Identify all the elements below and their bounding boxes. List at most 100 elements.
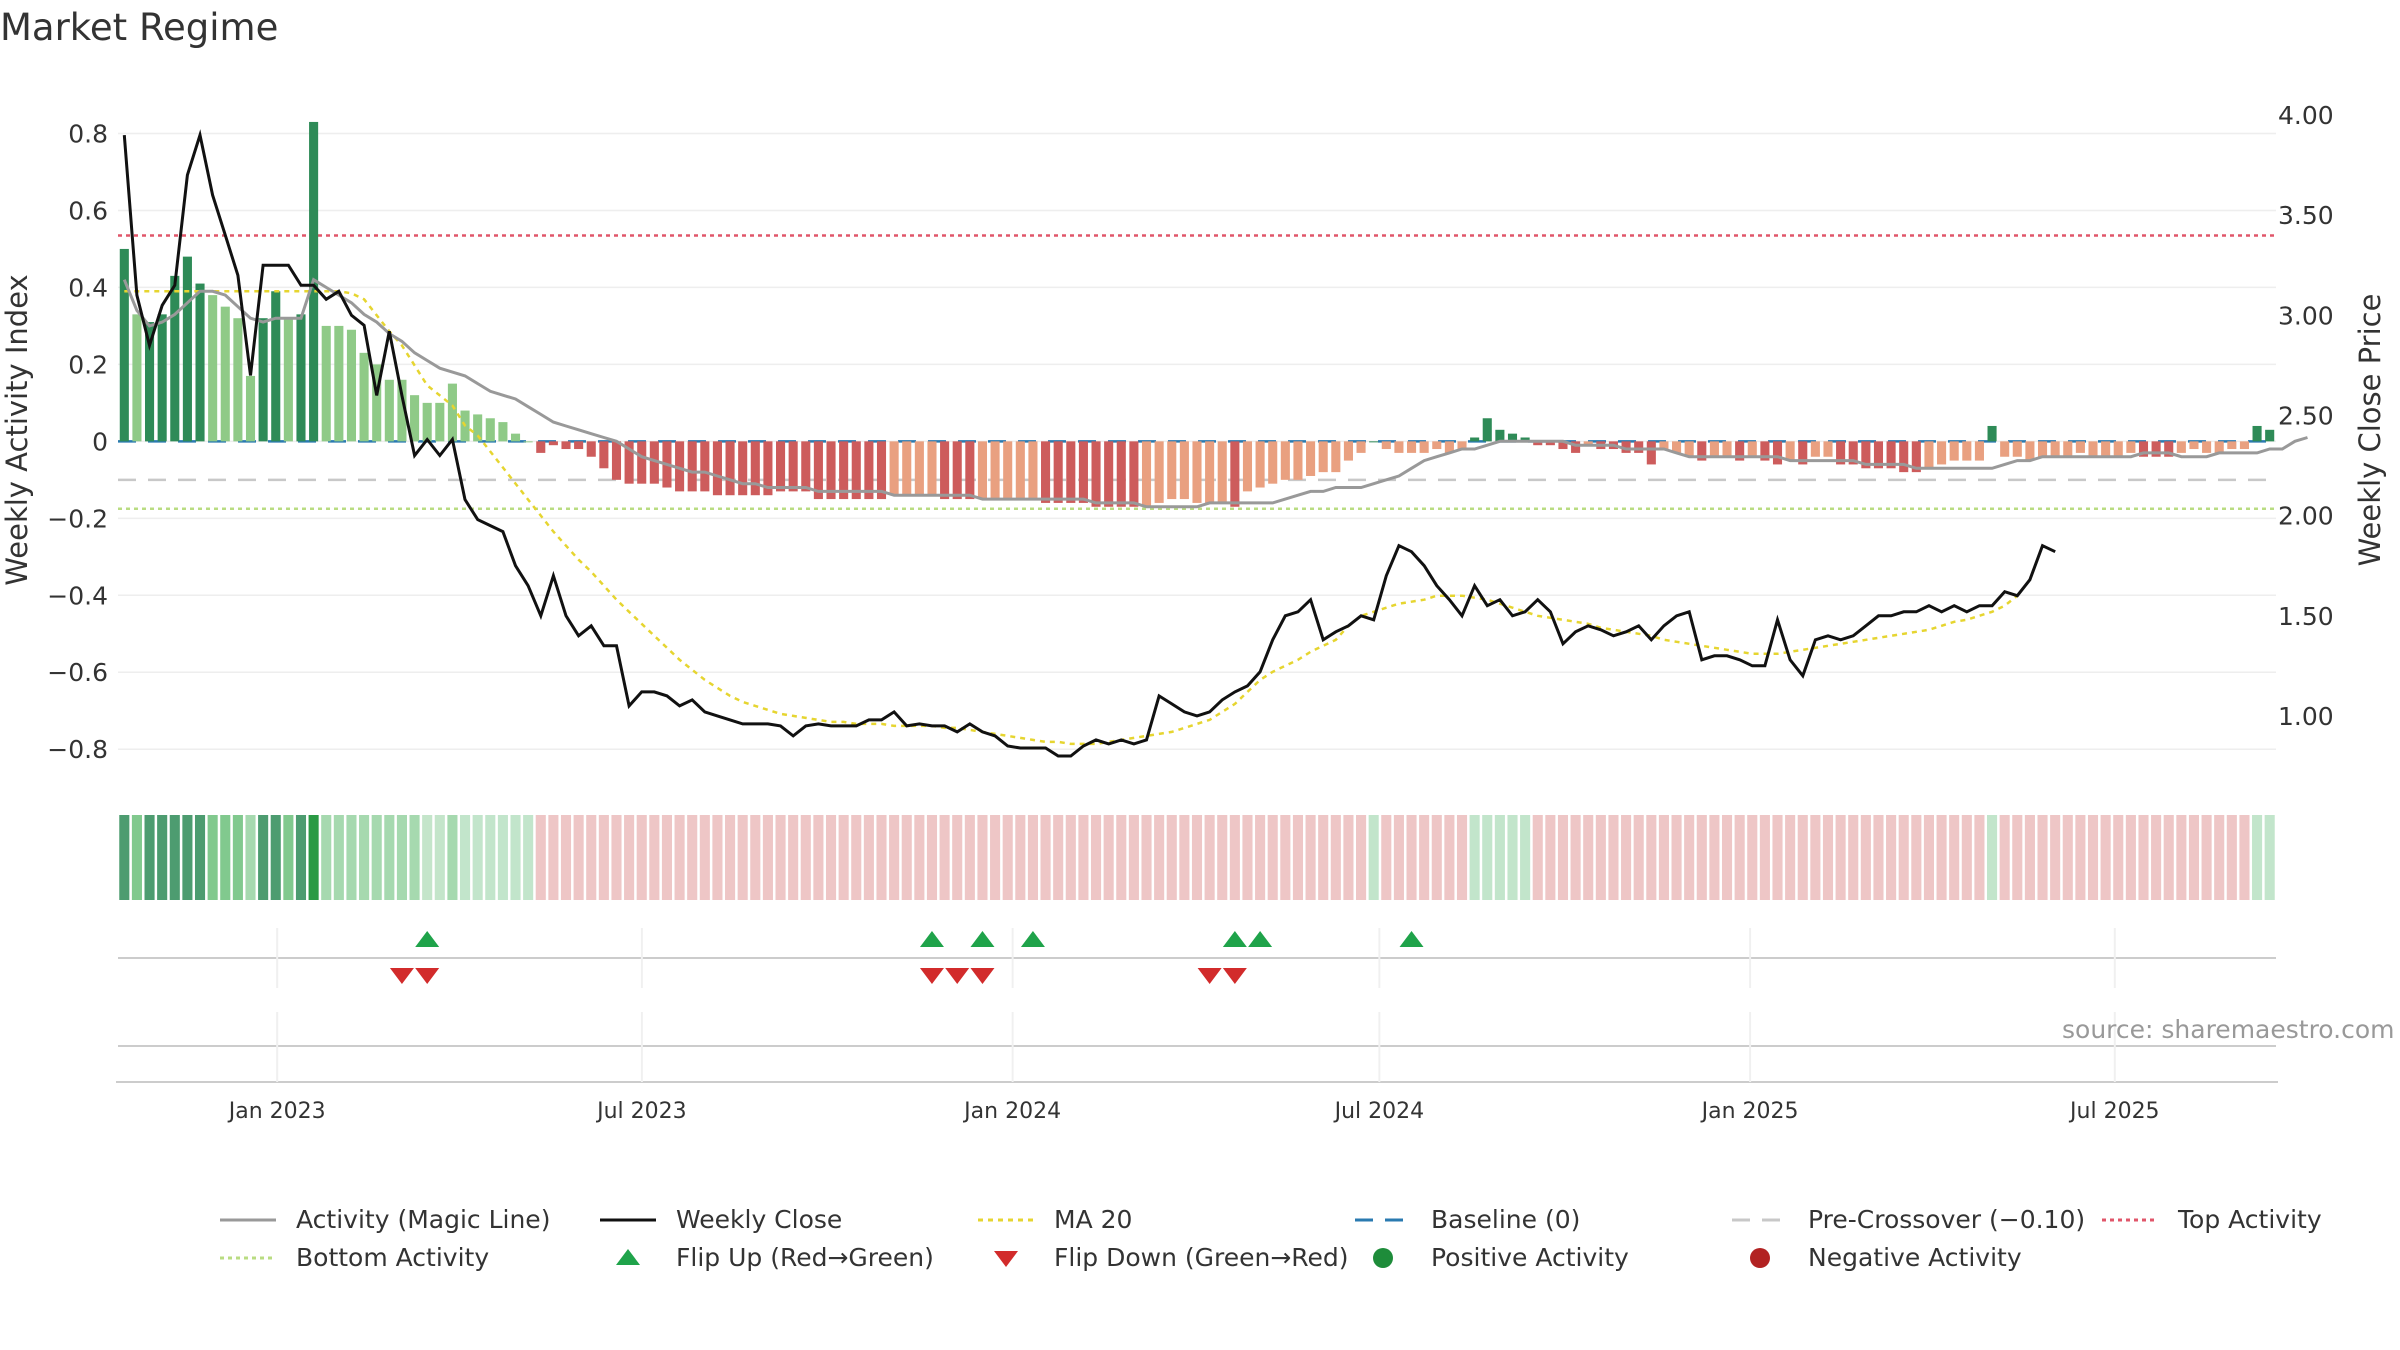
regime-cell (1759, 815, 1770, 900)
regime-cell (649, 815, 660, 900)
regime-cell (548, 815, 559, 900)
activity-bar (1444, 441, 1454, 453)
activity-bar (145, 322, 155, 442)
activity-bar (1684, 441, 1694, 457)
activity-bar (914, 441, 924, 496)
regime-cell (1431, 815, 1442, 900)
legend-item-bottom-activity[interactable]: Bottom Activity (218, 1243, 489, 1272)
regime-cell (2214, 815, 2225, 900)
activity-bar (1861, 441, 1871, 469)
activity-bar (864, 441, 874, 500)
legend-item-activity-line[interactable]: Activity (Magic Line) (218, 1205, 550, 1234)
regime-cell (472, 815, 483, 900)
regime-cell (914, 815, 925, 900)
triangle-up-icon (616, 1248, 640, 1265)
regime-cell (1305, 815, 1316, 900)
regime-cell (169, 815, 180, 900)
legend-item-positive-activity[interactable]: Positive Activity (1353, 1243, 1629, 1272)
activity-bar (839, 441, 849, 500)
regime-cell (1987, 815, 1998, 900)
regime-cell (1621, 815, 1632, 900)
flip-down-marker (1222, 968, 1247, 984)
regime-cell (321, 815, 332, 900)
regime-cell (2113, 815, 2124, 900)
legend-item-flip-up[interactable]: Flip Up (Red→Green) (598, 1243, 934, 1272)
activity-bar (1419, 441, 1429, 453)
x-axis: Jan 2023 Jul 2023 Jan 2024 Jul 2024 Jan 2025… (116, 928, 2278, 1124)
regime-cell (687, 815, 698, 900)
regime-cell (598, 815, 609, 900)
legend-item-flip-down[interactable]: Flip Down (Green→Red) (976, 1243, 1349, 1272)
y2-tick-label: 1.00 (2278, 702, 2334, 731)
activity-bar (2126, 441, 2136, 453)
regime-cell (1873, 815, 1884, 900)
activity-bar (1306, 441, 1316, 476)
activity-bar (1255, 441, 1265, 488)
regime-cell (2163, 815, 2174, 900)
legend-item-ma20[interactable]: MA 20 (976, 1205, 1132, 1234)
bottom-activity-legend-icon (220, 1256, 276, 1259)
regime-cell (245, 815, 256, 900)
activity-bar (1747, 441, 1757, 457)
legend-item-weekly-close[interactable]: Weekly Close (598, 1205, 842, 1234)
regime-cell (661, 815, 673, 900)
regime-cell (422, 815, 433, 900)
activity-bar (763, 441, 773, 496)
activity-bar (1823, 441, 1833, 457)
regime-cell (1545, 815, 1556, 900)
activity-bar (2227, 441, 2237, 450)
legend-item-negative-activity[interactable]: Negative Activity (1730, 1243, 2022, 1272)
legend-item-top-activity[interactable]: Top Activity (2100, 1205, 2322, 1234)
activity-bar (536, 441, 546, 453)
regime-cell (813, 815, 824, 900)
activity-bar (1003, 441, 1013, 500)
regime-cell (1330, 815, 1341, 900)
activity-bar (1899, 441, 1909, 473)
regime-cell (2151, 815, 2162, 900)
activity-bar (170, 275, 180, 442)
activity-bar (1810, 441, 1820, 457)
regime-cell (1974, 815, 1985, 900)
activity-bar (561, 441, 571, 450)
regime-cell (194, 815, 206, 900)
activity-bar (2037, 441, 2048, 457)
y-tick-label: 0.8 (68, 119, 108, 148)
regime-cell (1065, 815, 1076, 900)
activity-bar (1242, 441, 1253, 492)
legend-label: Baseline (0) (1431, 1205, 1581, 1234)
activity-bar (750, 441, 760, 496)
activity-bar (2113, 441, 2123, 457)
regime-cell (1923, 815, 1935, 900)
flip-down-marker (919, 968, 944, 984)
legend-item-baseline[interactable]: Baseline (0) (1353, 1205, 1580, 1234)
flip-up-marker (415, 931, 440, 947)
activity-bar (1141, 441, 1152, 507)
activity-bar (498, 422, 508, 442)
activity-bar (523, 441, 533, 443)
regime-cell (636, 815, 647, 900)
regime-cell (1204, 815, 1215, 900)
activity-bar (2012, 441, 2022, 457)
regime-cell (2176, 815, 2187, 900)
regime-cell (1810, 815, 1821, 900)
activity-bar (1041, 441, 1051, 503)
regime-cell (851, 815, 862, 900)
activity-bar (1571, 441, 1581, 453)
regime-cell (737, 815, 748, 900)
regime-cell (2239, 815, 2250, 900)
activity-bar (1482, 418, 1492, 442)
activity-bar (410, 395, 420, 442)
regime-cell (119, 815, 130, 900)
activity-bar (1886, 441, 1896, 469)
legend-item-pre-crossover[interactable]: Pre-Crossover (−0.10) (1730, 1205, 2085, 1234)
flip-up-marker (1020, 931, 1045, 947)
regime-cell (964, 815, 975, 900)
activity-bar (435, 402, 445, 442)
regime-cell (497, 815, 508, 900)
y2-tick-label: 3.50 (2278, 201, 2334, 230)
activity-bar (1179, 441, 1189, 500)
y2-tick-label: 2.50 (2278, 401, 2334, 430)
activity-bar (813, 441, 823, 500)
activity-bar (965, 441, 975, 500)
